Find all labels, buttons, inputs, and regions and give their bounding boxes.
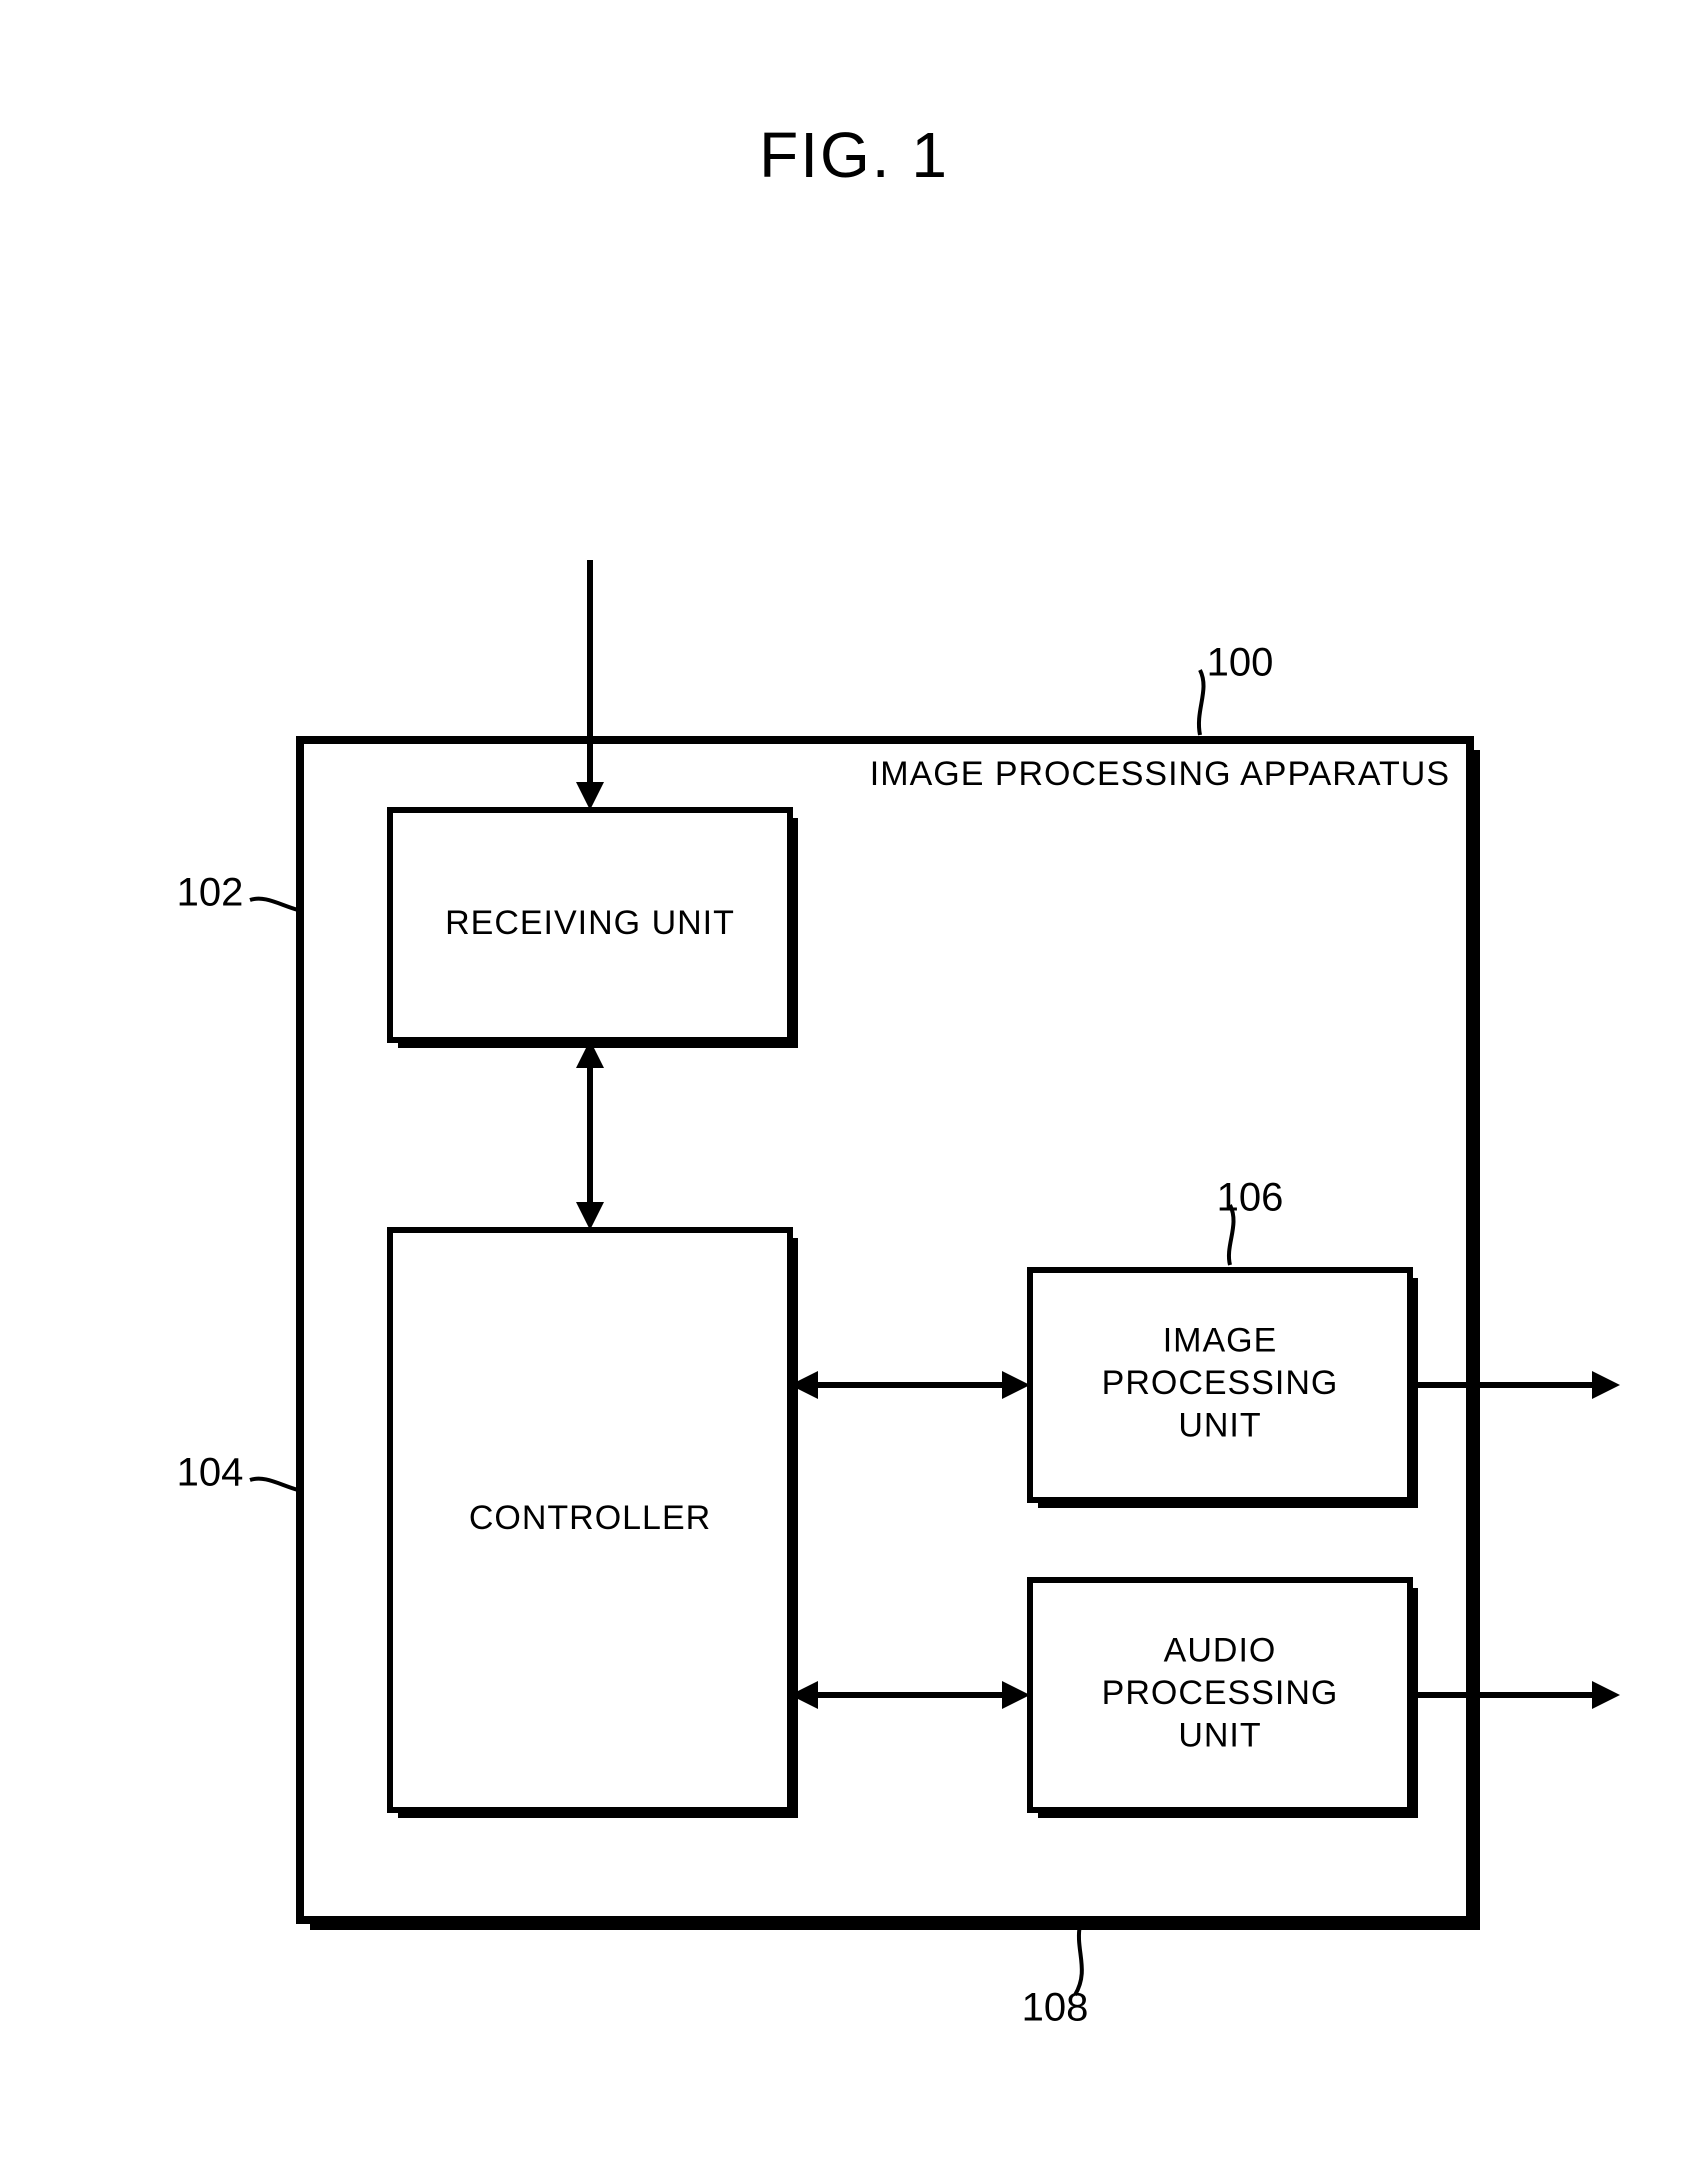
- ref-leader-100: [1199, 670, 1204, 735]
- audio_proc-label: PROCESSING: [1102, 1674, 1339, 1712]
- ref-number-100: 100: [1207, 641, 1274, 685]
- ref-leader-102: [250, 899, 298, 910]
- ref-number-106: 106: [1217, 1176, 1284, 1220]
- container-label: IMAGE PROCESSING APPARATUS: [870, 755, 1450, 793]
- image_proc-label: IMAGE: [1163, 1321, 1278, 1359]
- ref-leader-108: [1075, 1925, 1082, 1995]
- arrow-head: [1592, 1371, 1620, 1399]
- ref-number-108: 108: [1022, 1986, 1089, 2030]
- receiving-label: RECEIVING UNIT: [445, 904, 735, 942]
- ref-leader-104: [250, 1479, 298, 1490]
- arrow-head: [1592, 1681, 1620, 1709]
- audio_proc-label: AUDIO: [1164, 1631, 1277, 1669]
- ref-number-104: 104: [177, 1451, 244, 1495]
- controller-label: CONTROLLER: [469, 1499, 711, 1537]
- block-diagram: FIG. 1 IMAGE PROCESSING APPARATUS RECEIVIN…: [0, 0, 1708, 2173]
- audio_proc-label: UNIT: [1178, 1716, 1261, 1754]
- figure-title: FIG. 1: [759, 119, 949, 191]
- image_proc-label: PROCESSING: [1102, 1364, 1339, 1402]
- image_proc-label: UNIT: [1178, 1406, 1261, 1444]
- ref-number-102: 102: [177, 871, 244, 915]
